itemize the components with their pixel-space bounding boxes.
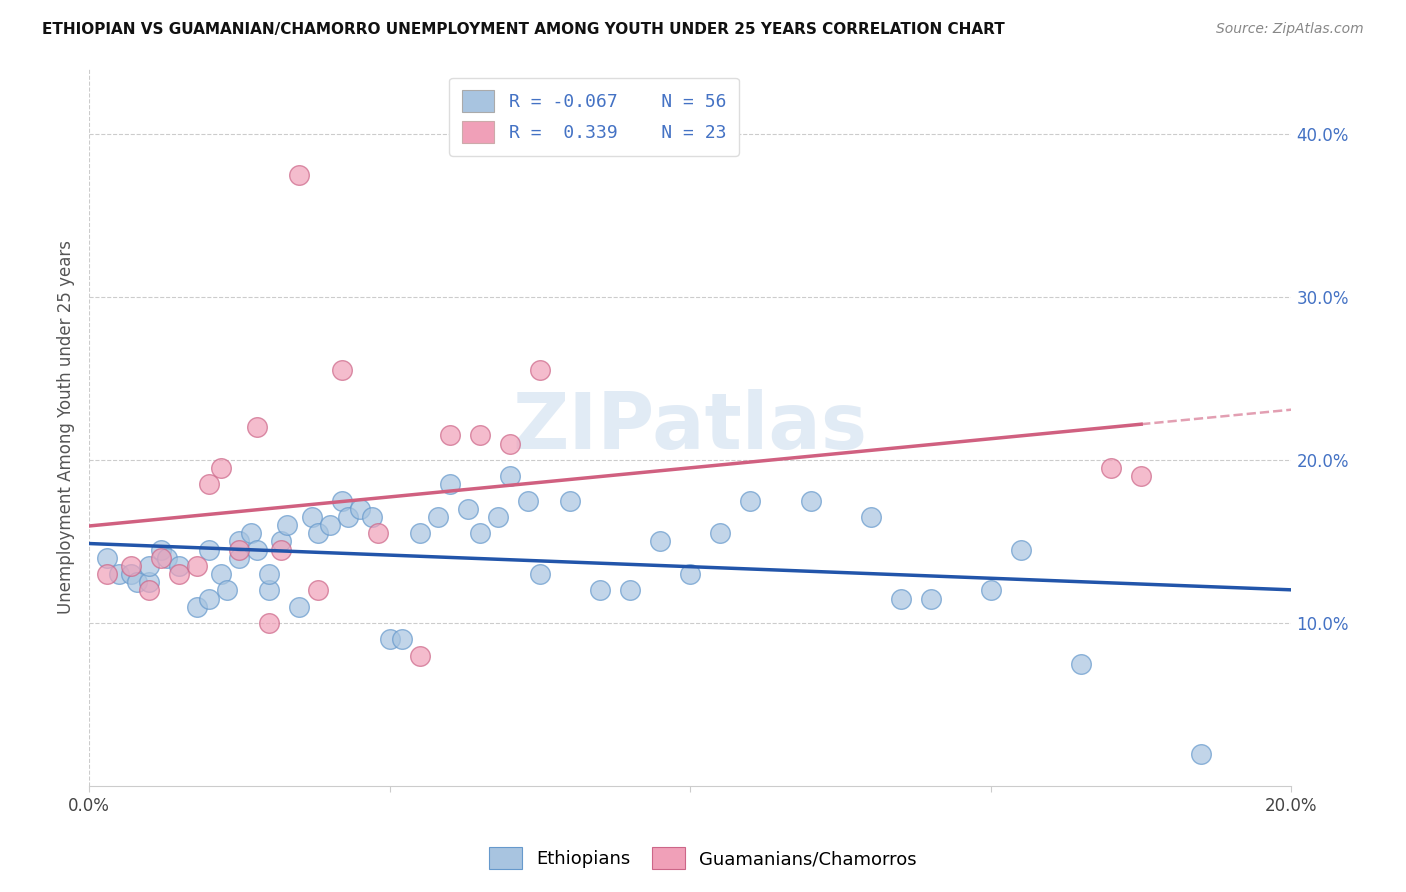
Legend: R = -0.067    N = 56, R =  0.339    N = 23: R = -0.067 N = 56, R = 0.339 N = 23 bbox=[449, 78, 740, 156]
Point bbox=[150, 542, 173, 557]
Point bbox=[246, 542, 269, 557]
Point bbox=[259, 567, 281, 582]
Point bbox=[499, 436, 522, 450]
Point bbox=[468, 428, 491, 442]
Y-axis label: Unemployment Among Youth under 25 years: Unemployment Among Youth under 25 years bbox=[58, 240, 75, 615]
Point bbox=[198, 591, 221, 606]
Point bbox=[228, 542, 250, 557]
Point bbox=[96, 567, 118, 582]
Point bbox=[890, 591, 912, 606]
Point bbox=[336, 510, 359, 524]
Point bbox=[1070, 657, 1092, 671]
Point bbox=[288, 168, 311, 182]
Point bbox=[330, 363, 353, 377]
Text: ETHIOPIAN VS GUAMANIAN/CHAMORRO UNEMPLOYMENT AMONG YOUTH UNDER 25 YEARS CORRELAT: ETHIOPIAN VS GUAMANIAN/CHAMORRO UNEMPLOY… bbox=[42, 22, 1005, 37]
Point bbox=[859, 510, 882, 524]
Point bbox=[217, 583, 239, 598]
Point bbox=[198, 477, 221, 491]
Point bbox=[167, 558, 190, 573]
Point bbox=[138, 558, 160, 573]
Point bbox=[288, 599, 311, 614]
Point bbox=[391, 632, 413, 647]
Point bbox=[740, 493, 762, 508]
Point bbox=[529, 363, 551, 377]
Point bbox=[468, 526, 491, 541]
Point bbox=[1099, 461, 1122, 475]
Point bbox=[619, 583, 641, 598]
Point bbox=[307, 583, 329, 598]
Point bbox=[240, 526, 263, 541]
Point bbox=[330, 493, 353, 508]
Point bbox=[307, 526, 329, 541]
Point bbox=[228, 550, 250, 565]
Point bbox=[120, 567, 142, 582]
Point bbox=[349, 501, 371, 516]
Point bbox=[156, 550, 179, 565]
Point bbox=[127, 575, 149, 590]
Point bbox=[276, 518, 298, 533]
Point bbox=[186, 558, 208, 573]
Point bbox=[209, 461, 232, 475]
Point bbox=[499, 469, 522, 483]
Point bbox=[409, 526, 432, 541]
Point bbox=[529, 567, 551, 582]
Point bbox=[589, 583, 612, 598]
Point bbox=[259, 583, 281, 598]
Point bbox=[209, 567, 232, 582]
Point bbox=[439, 428, 461, 442]
Point bbox=[799, 493, 821, 508]
Point bbox=[150, 550, 173, 565]
Point bbox=[96, 550, 118, 565]
Point bbox=[1130, 469, 1153, 483]
Point bbox=[1010, 542, 1032, 557]
Point bbox=[360, 510, 382, 524]
Point bbox=[516, 493, 538, 508]
Point bbox=[439, 477, 461, 491]
Point bbox=[138, 583, 160, 598]
Point bbox=[709, 526, 731, 541]
Point bbox=[650, 534, 672, 549]
Point bbox=[426, 510, 449, 524]
Point bbox=[980, 583, 1002, 598]
Point bbox=[486, 510, 509, 524]
Point bbox=[409, 648, 432, 663]
Point bbox=[301, 510, 323, 524]
Legend: Ethiopians, Guamanians/Chamorros: Ethiopians, Guamanians/Chamorros bbox=[481, 838, 925, 879]
Point bbox=[270, 534, 292, 549]
Point bbox=[120, 558, 142, 573]
Text: Source: ZipAtlas.com: Source: ZipAtlas.com bbox=[1216, 22, 1364, 37]
Point bbox=[167, 567, 190, 582]
Point bbox=[1189, 747, 1212, 761]
Point bbox=[378, 632, 401, 647]
Point bbox=[138, 575, 160, 590]
Point bbox=[228, 534, 250, 549]
Point bbox=[558, 493, 581, 508]
Text: ZIPatlas: ZIPatlas bbox=[513, 389, 868, 466]
Point bbox=[920, 591, 942, 606]
Point bbox=[457, 501, 479, 516]
Point bbox=[679, 567, 702, 582]
Point bbox=[259, 615, 281, 630]
Point bbox=[367, 526, 389, 541]
Point bbox=[186, 599, 208, 614]
Point bbox=[198, 542, 221, 557]
Point bbox=[246, 420, 269, 434]
Point bbox=[270, 542, 292, 557]
Point bbox=[108, 567, 131, 582]
Point bbox=[318, 518, 340, 533]
